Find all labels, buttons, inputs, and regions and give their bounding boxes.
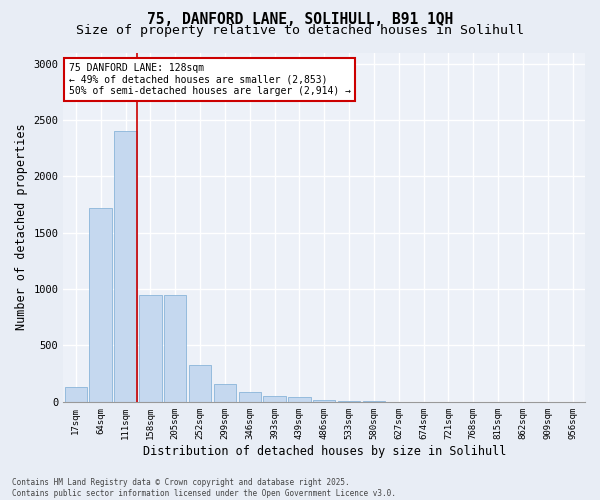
Bar <box>115 132 137 402</box>
Bar <box>65 387 87 402</box>
Bar <box>139 295 161 402</box>
Bar <box>288 398 311 402</box>
Bar <box>189 364 211 402</box>
Bar <box>313 400 335 402</box>
X-axis label: Distribution of detached houses by size in Solihull: Distribution of detached houses by size … <box>143 444 506 458</box>
Text: 75 DANFORD LANE: 128sqm
← 49% of detached houses are smaller (2,853)
50% of semi: 75 DANFORD LANE: 128sqm ← 49% of detache… <box>68 63 350 96</box>
Bar <box>239 392 261 402</box>
Bar <box>164 295 187 402</box>
Bar <box>89 208 112 402</box>
Bar <box>214 384 236 402</box>
Text: Size of property relative to detached houses in Solihull: Size of property relative to detached ho… <box>76 24 524 37</box>
Bar <box>263 396 286 402</box>
Y-axis label: Number of detached properties: Number of detached properties <box>15 124 28 330</box>
Text: 75, DANFORD LANE, SOLIHULL, B91 1QH: 75, DANFORD LANE, SOLIHULL, B91 1QH <box>147 12 453 28</box>
Text: Contains HM Land Registry data © Crown copyright and database right 2025.
Contai: Contains HM Land Registry data © Crown c… <box>12 478 396 498</box>
